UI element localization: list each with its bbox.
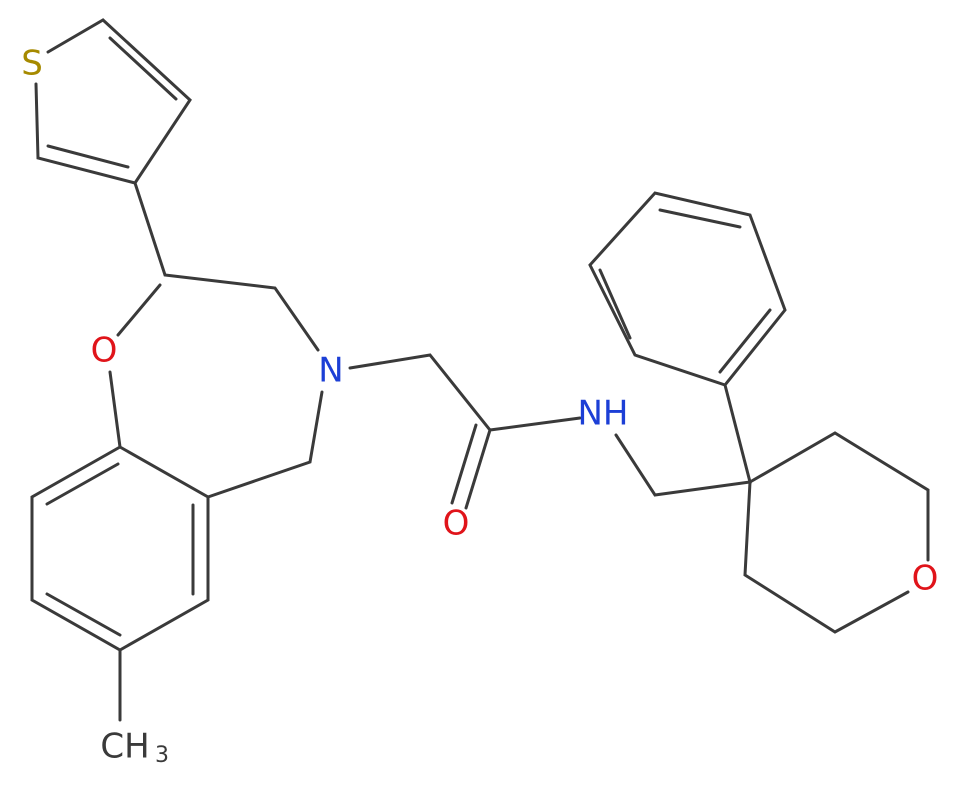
atom-label: O <box>91 331 118 371</box>
atom-label: O <box>912 559 939 599</box>
atom-label: NH <box>578 394 629 434</box>
atom-label: CH <box>100 727 149 767</box>
atom-label: S <box>21 44 43 84</box>
atom-label: N <box>318 351 343 391</box>
atom-subscript: 3 <box>155 743 169 768</box>
atom-label: O <box>443 504 470 544</box>
bonds <box>30 18 930 722</box>
